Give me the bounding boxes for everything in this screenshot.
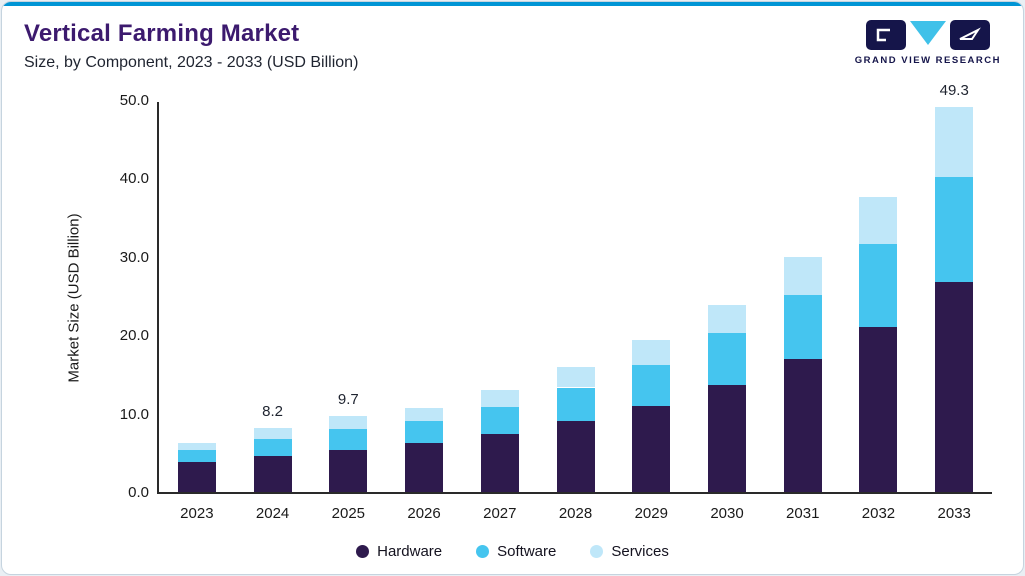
page-title: Vertical Farming Market: [24, 20, 300, 47]
y-axis-title: Market Size (USD Billion): [65, 213, 83, 383]
title-block: Vertical Farming Market Size, by Compone…: [24, 20, 358, 72]
x-axis-label: 2023: [180, 505, 214, 522]
bar-segment-services: [708, 304, 746, 333]
y-tick-label: 50.0: [119, 92, 149, 109]
x-axis-label: 2033: [937, 505, 971, 522]
bar-value-label: 8.2: [262, 403, 284, 421]
bar-group-2027: 2027: [462, 102, 538, 522]
bar-segment-services: [177, 442, 216, 450]
bar-group-2026: 2026: [386, 102, 462, 522]
top-accent-bar: [2, 2, 1023, 6]
x-axis-label: 2032: [861, 505, 896, 522]
grand-view-research-logo: GRAND VIEW RESEARCH: [855, 20, 1001, 66]
chart-subtitle: Size, by Component, 2023 - 2033 (USD Bil…: [24, 54, 359, 71]
y-tick-label: 0.0: [128, 484, 149, 501]
x-axis-label: 2026: [407, 505, 441, 522]
bar-value-label: 49.3: [939, 82, 969, 100]
x-axis-label: 2030: [710, 505, 744, 522]
plot-area: 2023 8.2 2024 9.7 2025 2026 2027 2028 2029 2030 20…: [120, 82, 992, 522]
y-tick-label: 40.0: [119, 170, 149, 188]
bar-segment-hardware: [632, 406, 671, 492]
bar-segment-services: [935, 107, 974, 177]
bar-segment-hardware: [708, 385, 746, 492]
bar-segment-software: [708, 332, 746, 386]
x-axis-label: 2029: [634, 505, 668, 522]
legend-label: Hardware: [377, 543, 443, 560]
logo-mark-right-icon: [949, 20, 990, 50]
bar-segment-software: [405, 421, 444, 443]
bar-group-2030: 2030: [689, 102, 765, 522]
bar-segment-services: [556, 367, 595, 388]
logo-text: GRAND VIEW RESEARCH: [854, 55, 1001, 66]
y-tick-label: 20.0: [119, 327, 149, 345]
bar-segment-hardware: [935, 282, 974, 492]
legend-dot-icon: [476, 545, 490, 558]
bar-group-2028: 2028: [538, 102, 614, 522]
legend-dot-icon: [356, 545, 370, 558]
bar-segment-services: [405, 407, 444, 422]
bar-segment-hardware: [405, 442, 444, 492]
bar-segment-hardware: [177, 462, 216, 492]
legend-label: Software: [497, 543, 557, 560]
bar-segment-hardware: [253, 456, 292, 492]
bar-segment-software: [480, 406, 519, 434]
bar-segment-software: [329, 428, 368, 450]
legend-label: Services: [611, 543, 669, 560]
bar-segment-hardware: [783, 359, 822, 492]
bar-group-2033: 49.3 2033: [916, 82, 992, 522]
bar-segment-services: [480, 389, 519, 407]
bar-segment-services: [632, 339, 671, 365]
bar-segment-hardware: [329, 449, 368, 492]
bars-container: 2023 8.2 2024 9.7 2025 2026 2027 2028 2029 2030 20…: [159, 82, 992, 522]
bar-segment-software: [253, 438, 292, 457]
legend: Hardware Software Services: [2, 543, 1023, 560]
bar-segment-hardware: [480, 433, 519, 492]
x-axis-label: 2031: [786, 505, 820, 522]
bar-segment-services: [329, 416, 368, 429]
bar-segment-software: [935, 176, 974, 283]
y-tick-label: 30.0: [119, 248, 149, 266]
bar-segment-services: [783, 257, 822, 296]
bar-segment-hardware: [859, 326, 898, 492]
logo-triangle-icon: [909, 21, 946, 45]
bar-segment-hardware: [556, 421, 595, 492]
bar-segment-services: [859, 197, 898, 244]
bar-segment-services: [253, 428, 292, 439]
x-axis-label: 2028: [558, 505, 593, 522]
bar-segment-software: [632, 364, 671, 407]
bar-group-2024: 8.2 2024: [235, 102, 311, 522]
bar-segment-software: [177, 449, 216, 463]
x-axis-label: 2027: [483, 505, 517, 522]
legend-item-hardware: Hardware: [356, 543, 442, 560]
bar-group-2031: 2031: [765, 102, 841, 522]
bar-group-2032: 2032: [841, 102, 917, 522]
bar-segment-software: [783, 295, 822, 360]
legend-dot-icon: [590, 545, 604, 558]
bar-value-label: 9.7: [337, 391, 359, 409]
header: Vertical Farming Market Size, by Compone…: [24, 20, 1001, 72]
y-tick-label: 10.0: [119, 405, 149, 423]
bar-segment-software: [556, 387, 595, 422]
bar-group-2025: 9.7 2025: [310, 102, 386, 522]
bar-group-2029: 2029: [613, 102, 689, 522]
x-axis-label: 2024: [255, 505, 290, 522]
legend-item-services: Services: [590, 543, 669, 560]
x-axis-label: 2025: [331, 505, 366, 522]
logo-mark-left-icon: [865, 20, 906, 50]
bar-segment-software: [859, 243, 898, 327]
bar-group-2023: 2023: [159, 102, 235, 522]
logo-marks: [865, 20, 990, 50]
legend-item-software: Software: [476, 543, 556, 560]
